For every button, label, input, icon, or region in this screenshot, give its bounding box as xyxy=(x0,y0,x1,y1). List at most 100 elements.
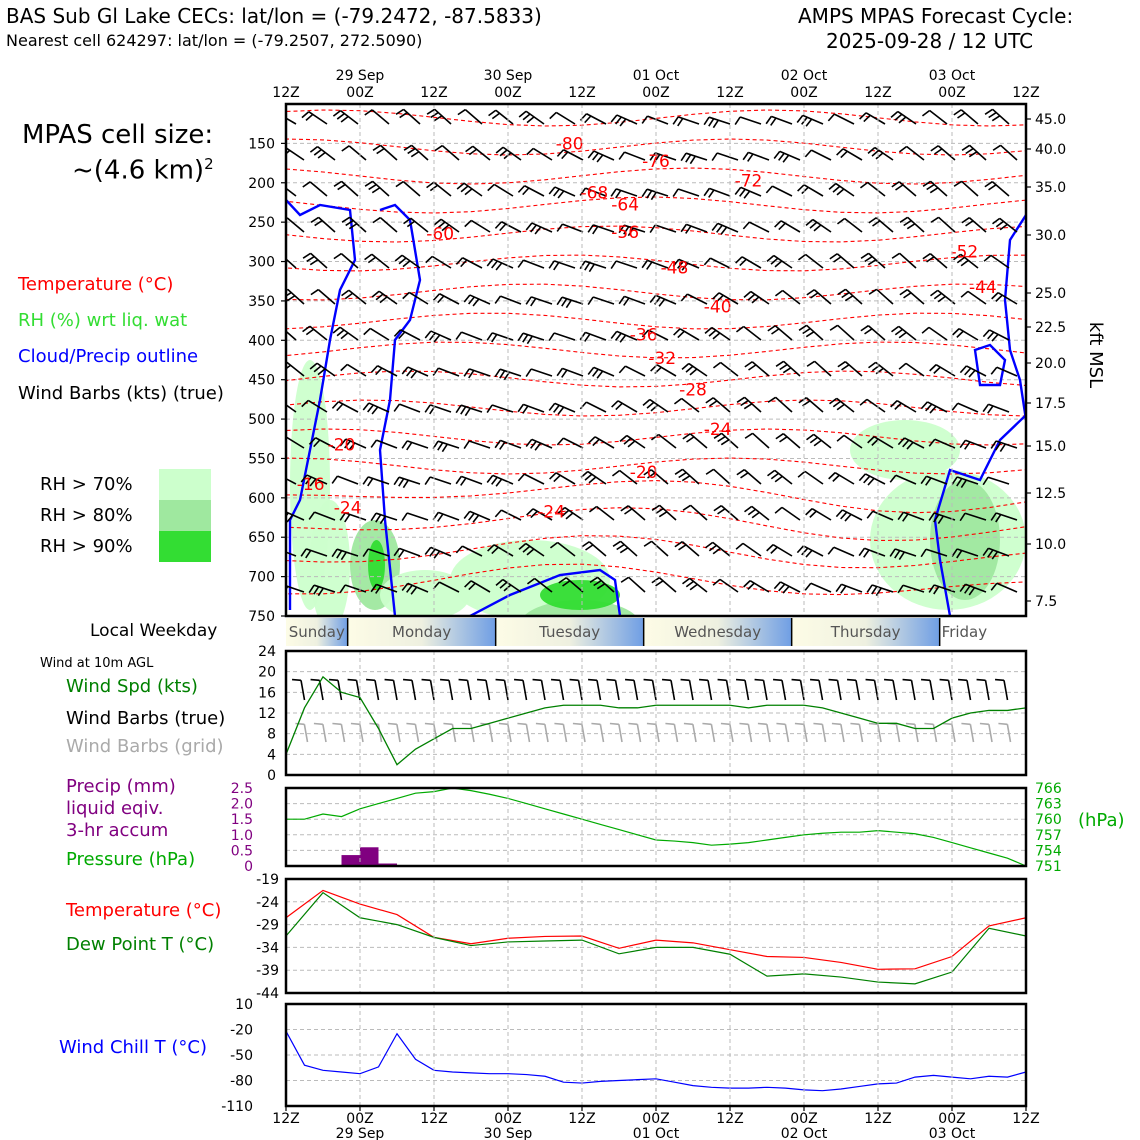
wind-barb xyxy=(379,216,398,233)
temperature-label: -24 xyxy=(537,503,565,523)
wind-barb xyxy=(689,433,708,449)
grid-wind-barb-feather xyxy=(757,722,767,726)
wind-barb-feather xyxy=(844,295,854,302)
wind-barb-feather xyxy=(463,294,471,303)
surface-wind-barb xyxy=(984,680,990,701)
wind-barb xyxy=(592,224,615,233)
wind-barb-feather xyxy=(525,296,532,305)
wind-barb xyxy=(624,365,646,377)
weekday-band xyxy=(286,618,348,646)
wind-barb-feather xyxy=(375,367,383,376)
wind-barb xyxy=(554,186,576,197)
wind-barb-feather xyxy=(871,438,879,446)
wind-barb-feather xyxy=(743,580,751,588)
wind-barb-feather xyxy=(375,514,382,523)
wind-barb xyxy=(376,439,398,449)
grid-wind-barb-feather xyxy=(905,722,915,726)
wind-barb-feather xyxy=(782,585,790,594)
wind-barb-feather xyxy=(592,368,599,377)
grid-wind-barb xyxy=(451,724,457,743)
wind-barb xyxy=(771,185,793,197)
wind-barb-feather xyxy=(740,399,749,407)
wind-barb xyxy=(895,474,917,485)
wind-barb-feather xyxy=(766,544,774,552)
wind-barb-feather xyxy=(953,109,962,116)
wind-barb-feather xyxy=(530,440,537,449)
wind-barb-feather xyxy=(796,545,805,554)
wind-barb xyxy=(875,361,894,377)
wind-barb-feather xyxy=(565,512,574,520)
grid-wind-barb-feather xyxy=(295,722,305,726)
wind-barb xyxy=(752,432,770,449)
wind-barb-feather xyxy=(376,147,385,155)
wind-barb xyxy=(344,584,367,593)
grid-wind-barb-feather xyxy=(591,722,601,726)
grid-wind-barb xyxy=(377,724,383,743)
wind-barb-feather xyxy=(868,217,877,224)
wind-barb xyxy=(782,433,801,449)
wind-barb-feather xyxy=(584,262,591,271)
wind-barb-feather xyxy=(743,290,752,298)
temperature-contour xyxy=(286,507,1026,542)
wind-barb-feather xyxy=(680,152,687,162)
wind-barb-feather xyxy=(982,329,991,338)
wind-barb-feather xyxy=(401,582,409,591)
wind-barb-feather xyxy=(549,111,557,120)
temperature-contour xyxy=(286,535,1026,569)
wind-barb-feather xyxy=(398,478,405,487)
wind-barb-feather xyxy=(336,403,344,412)
wind-barb-feather xyxy=(809,436,819,444)
wind-barb xyxy=(748,221,770,233)
surface-wind-barb xyxy=(966,680,972,701)
wind-barb-feather xyxy=(810,292,819,299)
wind-barb xyxy=(306,474,328,485)
wind-barb xyxy=(562,223,584,233)
wind-barb-feather xyxy=(399,111,408,119)
wind-barb-feather xyxy=(968,369,976,378)
wind-barb-feather xyxy=(641,115,649,124)
temperature-label: -16 xyxy=(297,475,325,495)
wind-barb-feather xyxy=(581,541,590,548)
cell-size-label: MPAS cell size: xyxy=(22,120,214,150)
wind-barb-feather xyxy=(681,475,691,482)
wind-barb-feather xyxy=(655,507,664,515)
wind-barb xyxy=(463,182,483,197)
wind-barb xyxy=(619,469,638,485)
wind-barb-feather xyxy=(802,327,811,335)
wind-barb-feather xyxy=(593,579,602,587)
surface-wind-barb xyxy=(300,680,306,701)
grid-wind-barb xyxy=(599,724,605,743)
wind-barb xyxy=(562,437,584,449)
wind-barb-feather xyxy=(736,396,746,403)
wind-barb xyxy=(502,578,522,593)
wind-barb xyxy=(802,114,824,125)
bottom-date-label: 30 Sep xyxy=(484,1126,533,1140)
surface-wind-barb-feather xyxy=(754,678,764,682)
wind-barb-feather xyxy=(933,586,940,595)
height-tick-label: 25.0 xyxy=(1035,286,1066,302)
grid-wind-barb xyxy=(729,724,734,743)
wind-barb xyxy=(804,470,824,485)
wind-barb-feather xyxy=(331,548,338,558)
wind-barb-feather xyxy=(742,151,750,161)
wind-barb-feather xyxy=(371,290,380,298)
wind-barb xyxy=(842,148,863,161)
wind-barb-feather xyxy=(930,145,939,152)
wind-barb-feather xyxy=(610,330,618,339)
wind-barb-feather xyxy=(650,433,660,441)
wind-barb xyxy=(532,147,553,161)
grid-wind-barb-feather xyxy=(665,722,675,726)
surface-wind-barb xyxy=(596,680,602,701)
wind-barb xyxy=(712,541,731,557)
time-axis: 12Z 00Z 12Z 00Z 12Z 00Z 12Z 00Z 12Z 00Z 12Z 29 Sep 3… xyxy=(272,68,1039,1140)
wind-barb-feather xyxy=(650,404,659,412)
wind-barb-feather xyxy=(486,258,494,267)
wind-barb xyxy=(836,397,855,413)
grid-wind-barb xyxy=(396,724,401,743)
wind-barb-feather xyxy=(685,225,692,234)
rh-region xyxy=(540,580,620,610)
wind-barb-feather xyxy=(682,577,691,585)
wind-barb-feather xyxy=(615,190,622,199)
height-tick-label: 12.5 xyxy=(1035,486,1066,502)
